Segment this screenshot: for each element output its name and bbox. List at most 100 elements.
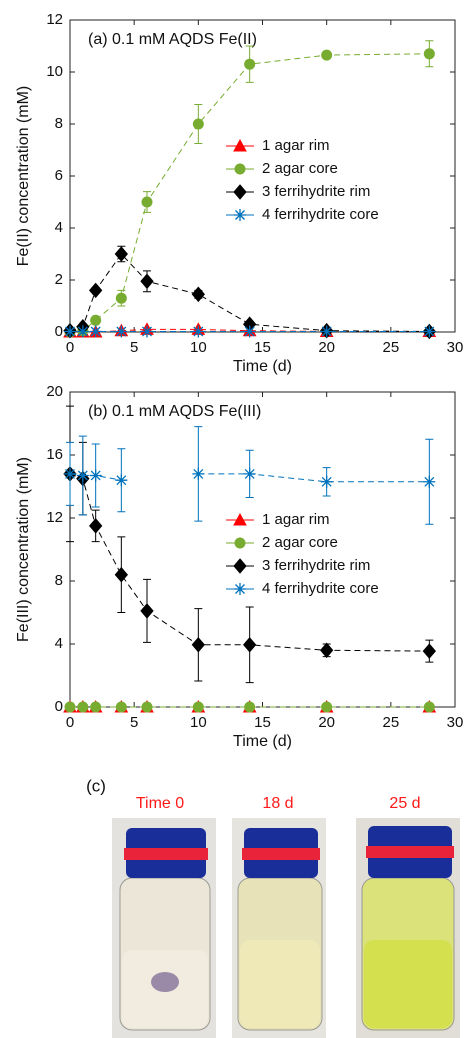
legend-label: 4 ferrihydrite core	[262, 206, 379, 223]
y-tick-label: 8	[55, 115, 63, 132]
data-point	[321, 701, 333, 713]
data-point	[115, 292, 127, 304]
data-point	[320, 642, 334, 659]
x-tick-label: 25	[382, 714, 399, 731]
y-tick-label: 0	[55, 323, 63, 340]
y-tick-label: 0	[55, 698, 63, 715]
y-axis-label: Fe(III) concentration (mM)	[15, 457, 32, 642]
data-point	[192, 118, 204, 130]
y-tick-label: 10	[46, 63, 63, 80]
y-axis-label: Fe(II) concentration (mM)	[15, 86, 32, 266]
x-tick-label: 30	[447, 714, 464, 731]
x-axis-label: Time (d)	[233, 733, 292, 750]
data-point	[77, 701, 89, 713]
data-point	[76, 325, 89, 338]
data-point	[423, 325, 436, 338]
data-point	[191, 637, 205, 653]
x-tick-label: 10	[190, 339, 207, 356]
data-point	[114, 566, 128, 583]
x-tick-label: 10	[190, 714, 207, 731]
legend-marker	[233, 184, 247, 200]
x-axis-label: Time (d)	[233, 358, 292, 375]
legend-label: 1 agar rim	[262, 137, 330, 154]
x-tick-label: 25	[382, 339, 399, 356]
x-tick-label: 5	[130, 339, 138, 356]
data-point	[89, 325, 102, 338]
data-point	[321, 49, 333, 61]
data-point	[244, 701, 256, 713]
data-point	[140, 273, 154, 290]
data-point	[191, 286, 205, 303]
data-point	[64, 325, 76, 338]
y-tick-label: 12	[46, 509, 63, 526]
data-point	[422, 643, 436, 659]
data-point	[89, 282, 103, 299]
x-tick-label: 20	[318, 714, 335, 731]
data-point	[141, 701, 153, 713]
legend-marker	[233, 512, 247, 526]
data-point	[89, 469, 102, 482]
y-tick-label: 8	[55, 572, 63, 589]
data-point	[90, 701, 102, 713]
legend-label: 3 ferrihydrite rim	[262, 557, 370, 574]
data-point	[114, 246, 128, 262]
data-point	[244, 58, 256, 70]
data-point	[64, 467, 76, 480]
data-point	[192, 467, 205, 480]
data-point	[243, 637, 257, 653]
y-tick-label: 20	[46, 383, 63, 400]
panel-label: (c)	[86, 776, 106, 795]
legend-label: 2 agar core	[262, 534, 338, 551]
chart-title: (a) 0.1 mM AQDS Fe(II)	[88, 31, 257, 48]
data-point	[423, 48, 435, 60]
legend-marker	[234, 209, 246, 221]
data-point	[89, 518, 103, 534]
data-point	[423, 475, 436, 488]
y-tick-label: 12	[46, 11, 63, 28]
photo-caption: 18 d	[262, 795, 293, 812]
data-point	[140, 603, 154, 619]
data-point	[320, 325, 333, 338]
legend-label: 4 ferrihydrite core	[262, 580, 379, 597]
x-tick-label: 30	[447, 339, 464, 356]
series-line	[69, 473, 430, 483]
x-tick-label: 0	[66, 339, 74, 356]
legend-label: 2 agar core	[262, 160, 338, 177]
data-point	[115, 474, 128, 487]
data-point	[243, 467, 256, 480]
legend-marker	[234, 163, 246, 175]
legend-marker	[234, 583, 246, 595]
photo-caption: 25 d	[389, 795, 420, 812]
x-tick-label: 5	[130, 714, 138, 731]
data-point	[76, 469, 89, 482]
legend-marker	[233, 138, 247, 152]
legend-marker	[234, 537, 246, 549]
data-point	[115, 325, 128, 338]
data-point	[192, 701, 204, 713]
photo-caption: Time 0	[136, 795, 184, 812]
x-tick-label: 20	[318, 339, 335, 356]
y-tick-label: 16	[46, 446, 63, 463]
data-point	[243, 325, 256, 338]
legend-label: 1 agar rim	[262, 511, 330, 528]
x-tick-label: 0	[66, 714, 74, 731]
data-point	[141, 325, 153, 338]
y-tick-label: 2	[55, 271, 63, 288]
chart-title: (b) 0.1 mM AQDS Fe(III)	[88, 403, 261, 420]
y-tick-label: 4	[55, 635, 63, 652]
photo	[112, 818, 216, 1038]
data-point	[115, 701, 127, 713]
data-point	[320, 475, 333, 488]
legend-label: 3 ferrihydrite rim	[262, 183, 370, 200]
y-tick-label: 6	[55, 167, 63, 184]
y-tick-label: 4	[55, 219, 63, 236]
data-point	[90, 314, 102, 326]
data-point	[64, 701, 76, 713]
photo	[356, 818, 460, 1038]
photo	[232, 818, 326, 1038]
data-point	[423, 701, 435, 713]
data-point	[192, 325, 205, 338]
x-tick-label: 15	[254, 339, 271, 356]
x-tick-label: 15	[254, 714, 271, 731]
